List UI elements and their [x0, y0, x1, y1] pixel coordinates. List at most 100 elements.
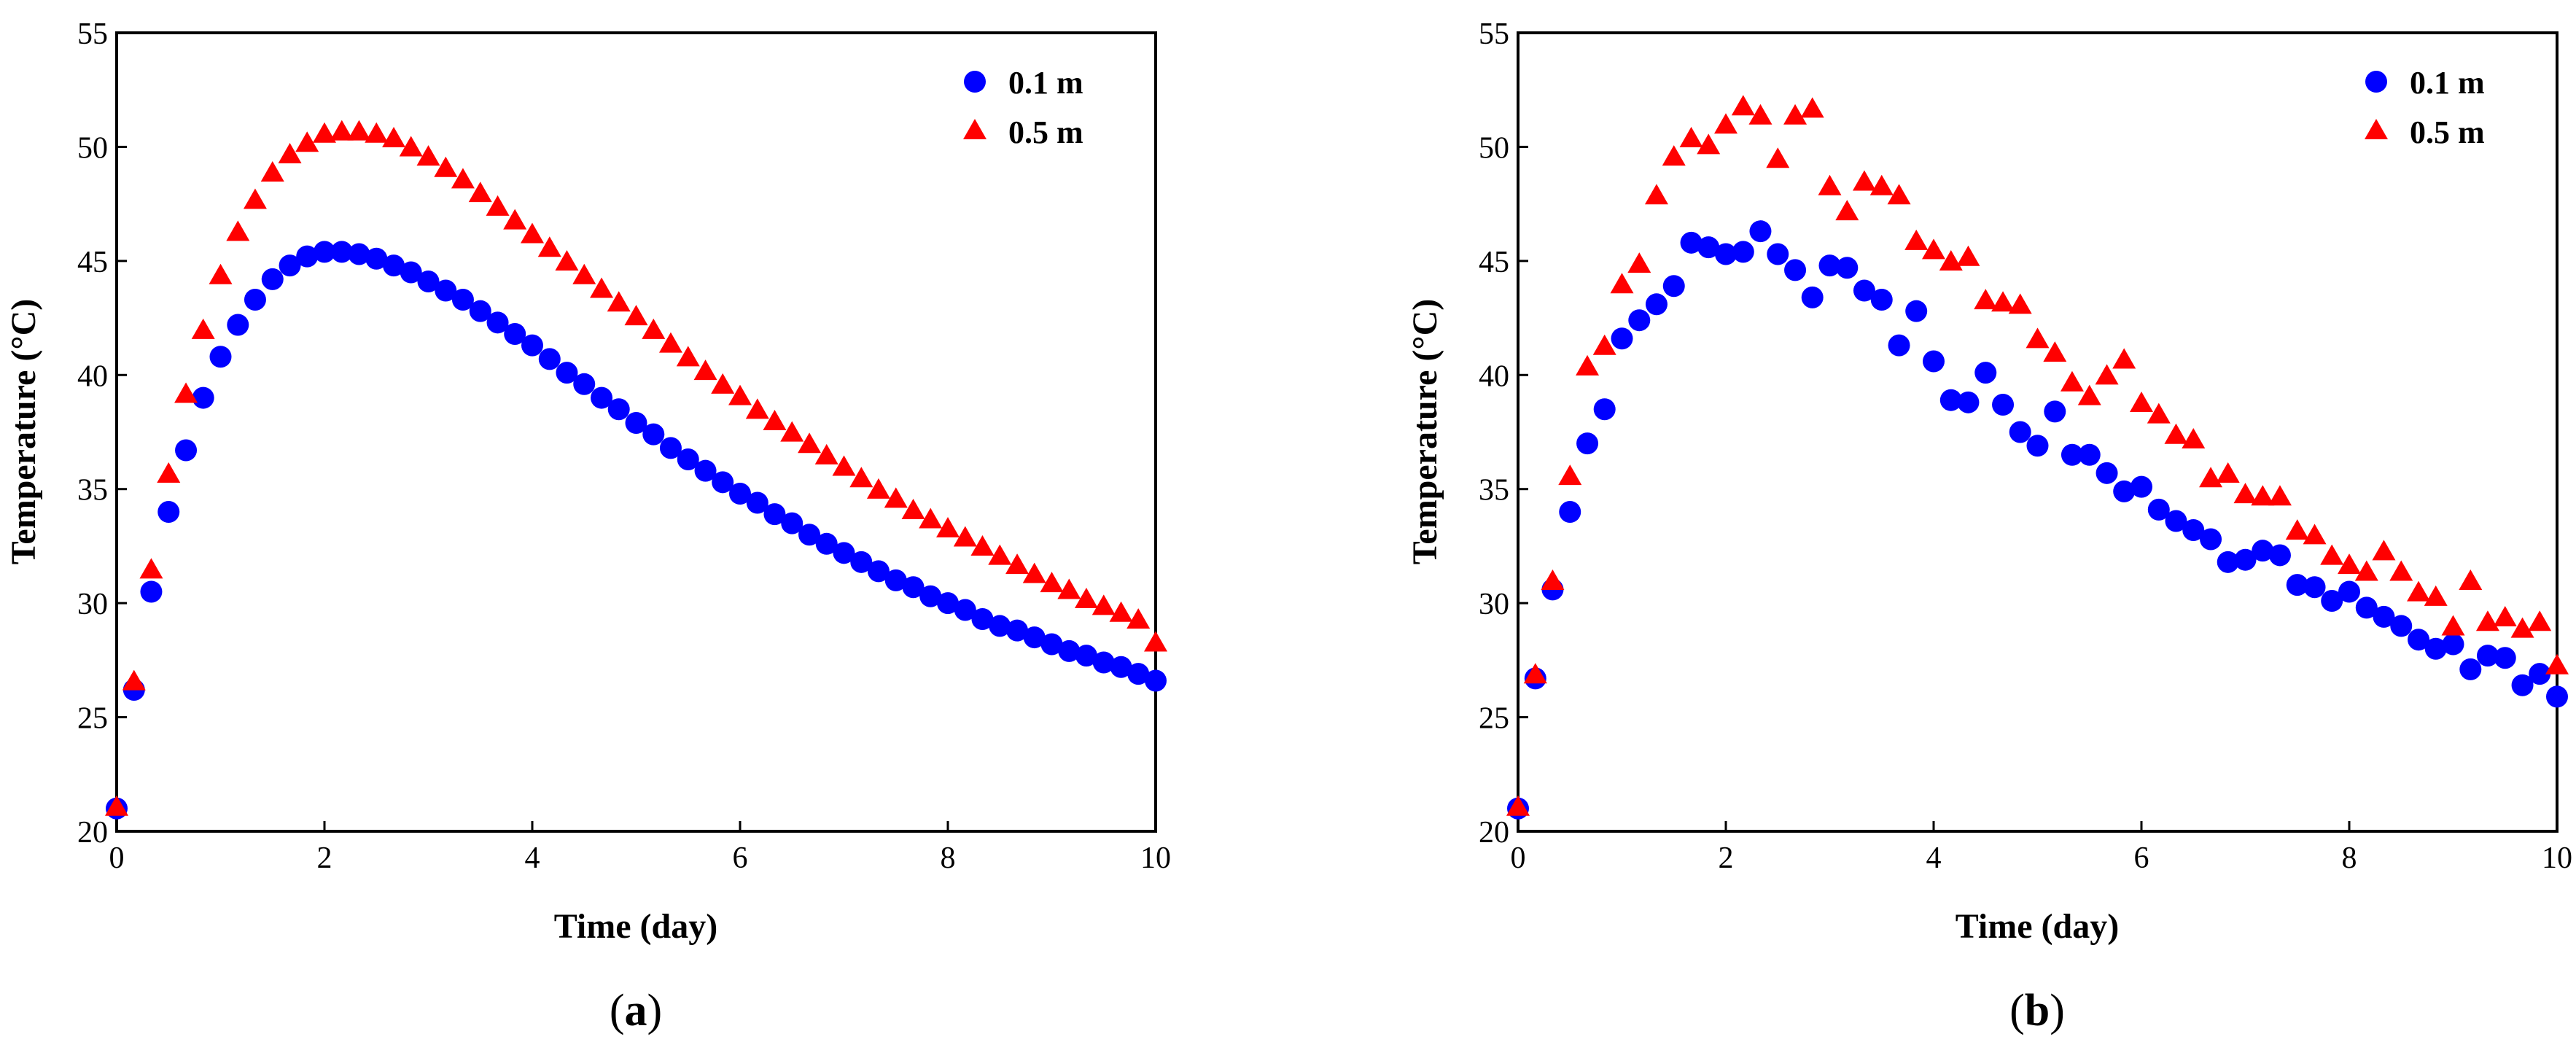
panel-b-point-0 [2303, 576, 2326, 599]
panel-a-point-1 [122, 669, 146, 691]
panel-b-point-0 [2442, 633, 2464, 656]
panel-a-point-0 [798, 524, 821, 546]
panel-a-point-1 [988, 544, 1012, 565]
panel-b-point-1 [2008, 293, 2032, 314]
panel-b-point-1 [1523, 663, 1547, 684]
panel-b-point-1 [1592, 334, 1616, 355]
panel-a-y-tick-label: 50 [77, 131, 108, 165]
panel-a-point-0 [746, 491, 768, 514]
panel-b-point-0 [2234, 548, 2257, 571]
panel-b-point-1 [1662, 145, 1686, 166]
panel-a-point-0 [227, 314, 249, 336]
panel-b-legend-label-1: 0.5 m [2410, 114, 2485, 150]
panel-a-point-0 [937, 592, 959, 615]
panel-b-point-1 [2545, 653, 2569, 674]
panel-a-point-0 [469, 300, 491, 322]
panel-a-point-0 [1058, 639, 1081, 662]
panel-a-plot-frame [115, 31, 1157, 833]
panel-b-point-1 [2112, 348, 2136, 369]
panel-a-point-0 [192, 386, 214, 409]
panel-b-point-1 [1800, 97, 1824, 118]
panel-a-point-0 [314, 241, 335, 263]
panel-a-point-1 [330, 120, 354, 141]
panel-a-point-0 [279, 254, 301, 277]
panel-b-point-1 [2268, 485, 2292, 506]
panel-b-point-1 [2528, 610, 2552, 631]
panel-a-point-0 [417, 271, 440, 293]
panel-a-point-1 [607, 291, 631, 312]
panel-b-point-0 [2286, 574, 2308, 596]
panel-b-x-tick-label: 4 [1926, 841, 1942, 875]
panel-a-point-1 [278, 142, 302, 163]
panel-b-point-0 [2131, 475, 2152, 498]
panel-a-point-1 [537, 236, 561, 257]
panel-b-x-tick-label: 2 [1719, 841, 1734, 875]
panel-a-series-0 [106, 241, 1167, 820]
panel-b-x-tick-label: 8 [2342, 841, 2357, 875]
panel-b-series-1 [1506, 95, 2569, 816]
panel-a-point-1 [1040, 572, 1064, 593]
panel-a-point-0 [1145, 669, 1167, 692]
panel-b-point-0 [1645, 293, 1668, 316]
panel-b-point-1 [1974, 289, 1998, 310]
panel-b-point-0 [2459, 658, 2482, 680]
panel-b-point-1 [2407, 580, 2431, 602]
panel-b-point-1 [2424, 585, 2448, 606]
panel-a-point-1 [260, 160, 284, 182]
panel-a-point-1 [382, 127, 406, 148]
panel-a-point-1 [191, 318, 215, 339]
panel-b-point-0 [2424, 637, 2447, 660]
panel-a-point-0 [884, 569, 907, 591]
panel-a-legend-label-1: 0.5 m [1008, 114, 1083, 150]
panel-b-point-1 [1869, 174, 1894, 195]
panel-b-point-1 [1835, 200, 1859, 221]
panel-b-point-0 [2061, 443, 2083, 466]
panel-a-point-1 [849, 467, 873, 488]
panel-a-point-1 [105, 795, 128, 816]
panel-a-legend-marker-0 [964, 71, 986, 93]
panel-b-point-1 [1731, 95, 1755, 116]
panel-b-caption-letter: b [2025, 986, 2050, 1035]
panel-a-point-0 [521, 334, 543, 357]
panel-b-point-0 [2217, 551, 2239, 573]
panel-a-point-0 [1110, 656, 1132, 678]
panel-b-point-0 [1697, 236, 1720, 259]
panel-a-caption: (a) [610, 986, 662, 1035]
panel-b-point-1 [2216, 462, 2240, 483]
panel-a-point-0 [1023, 626, 1046, 649]
panel-a-x-tick-label: 8 [941, 841, 956, 875]
panel-a-caption-letter: a [625, 986, 647, 1035]
panel-b-point-1 [1991, 291, 2015, 312]
panel-a-point-0 [729, 482, 751, 505]
panel-b-point-0 [2165, 510, 2187, 532]
panel-b-point-0 [1732, 241, 1754, 263]
panel-a-point-1 [365, 122, 389, 143]
panel-b-y-tick-label: 40 [1479, 359, 1509, 393]
panel-b-point-0 [1628, 309, 1651, 332]
panel-b-point-0 [2476, 645, 2499, 667]
panel-b-point-0 [1767, 243, 1789, 265]
panel-b-point-1 [1922, 238, 1945, 260]
panel-b-point-0 [1593, 398, 1616, 421]
panel-b-point-1 [1852, 170, 1876, 191]
panel-b-y-ticks: 20 25 30 35 40 45 50 55 [1479, 18, 1528, 849]
panel-a-point-1 [226, 220, 250, 241]
panel-a-point-1 [521, 222, 544, 244]
panel-b-point-0 [1923, 350, 1945, 373]
panel-a-point-1 [1074, 588, 1098, 609]
panel-a-point-0 [486, 311, 509, 334]
panel-b-legend-marker-0 [2365, 71, 2387, 93]
panel-a-y-tick-label: 20 [77, 816, 108, 849]
panel-a-y-tick-label: 40 [77, 359, 108, 393]
panel-a-x-tick-label: 4 [525, 841, 540, 875]
panel-b-point-0 [1939, 389, 1962, 411]
panel-a-point-0 [1127, 663, 1150, 685]
panel-a-point-0 [261, 268, 284, 290]
panel-a-point-1 [814, 443, 838, 464]
panel-a-point-1 [970, 535, 995, 556]
panel-b-point-1 [2233, 483, 2257, 504]
panel-b-point-0 [1801, 286, 1824, 308]
panel-b-series-0 [1507, 220, 2568, 820]
panel-b-point-1 [2182, 428, 2206, 449]
panel-a-y-tick-label: 25 [77, 702, 108, 736]
